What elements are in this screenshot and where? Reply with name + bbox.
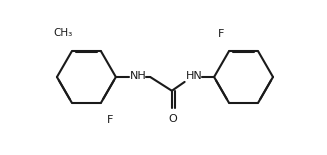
Text: F: F [218,29,224,39]
Text: NH: NH [130,71,147,81]
Text: CH₃: CH₃ [53,28,73,38]
Text: HN: HN [186,71,203,81]
Text: O: O [168,114,177,124]
Text: F: F [107,115,113,125]
